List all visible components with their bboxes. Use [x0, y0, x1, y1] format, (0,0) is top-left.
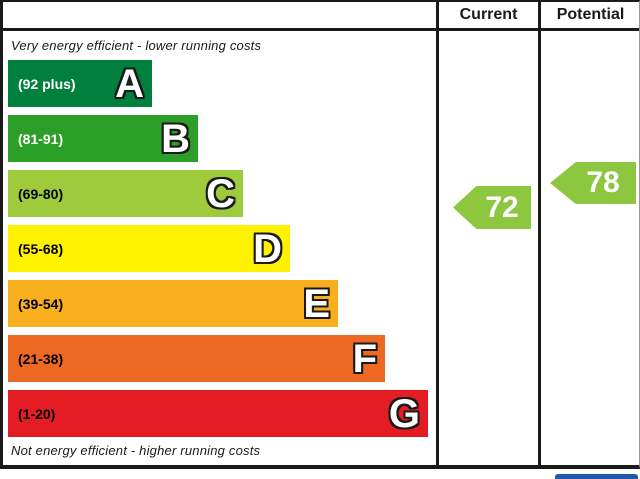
- top-caption: Very energy efficient - lower running co…: [11, 38, 262, 53]
- table-header-row: Current Potential: [3, 2, 639, 31]
- band-b-letter: B: [161, 116, 190, 161]
- band-c-range-label: (69-80): [18, 185, 64, 202]
- band-e: (39-54) E: [8, 280, 338, 327]
- band-c-letter: C: [206, 171, 235, 216]
- band-b: (81-91) B: [8, 115, 198, 162]
- current-rating-value: 72: [485, 190, 519, 224]
- band-f-range-label: (21-38): [18, 350, 64, 367]
- band-a-letter: A: [115, 61, 144, 106]
- current-rating-arrow: 72: [453, 186, 531, 229]
- potential-rating-value: 78: [586, 166, 620, 199]
- partial-blue-box: [555, 474, 638, 479]
- band-f: (21-38) F: [8, 335, 385, 382]
- current-column-header: Current: [459, 6, 518, 23]
- column-divider-current-potential: [538, 2, 541, 465]
- band-g-letter: G: [388, 391, 420, 436]
- column-divider-chart-current: [436, 2, 439, 465]
- rating-bands: (92 plus) A (81-91) B (69-80) C (55-68) …: [8, 60, 428, 437]
- band-d: (55-68) D: [8, 225, 290, 272]
- band-b-range-label: (81-91): [18, 130, 64, 147]
- band-d-letter: D: [253, 226, 282, 271]
- band-g: (1-20) G: [8, 390, 428, 437]
- band-e-letter: E: [303, 281, 330, 326]
- band-a: (92 plus) A: [8, 60, 152, 107]
- band-f-letter: F: [352, 336, 377, 381]
- band-d-range-label: (55-68): [18, 240, 64, 257]
- band-e-range-label: (39-54): [18, 295, 64, 312]
- band-c: (69-80) C: [8, 170, 243, 217]
- potential-rating-arrow: 78: [550, 162, 636, 204]
- bottom-caption: Not energy efficient - higher running co…: [11, 443, 261, 458]
- potential-column-header: Potential: [556, 6, 625, 23]
- epc-rating-table: Current Potential Very energy efficient …: [0, 0, 640, 469]
- band-a-range-label: (92 plus): [18, 75, 76, 92]
- band-g-range-label: (1-20): [18, 405, 56, 422]
